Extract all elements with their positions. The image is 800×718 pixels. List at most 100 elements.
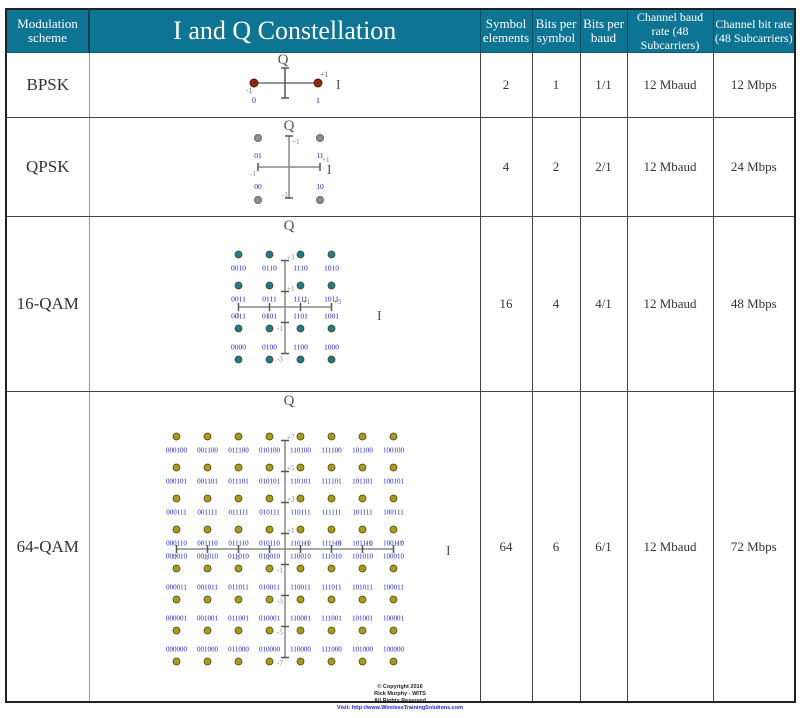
svg-text:-1: -1 [277,325,283,333]
svg-text:000101: 000101 [166,478,188,486]
scheme-name: 16-QAM [5,216,90,392]
svg-text:100101: 100101 [383,478,405,486]
qam16-diagram: Q I +3 -3 +1 -1 -1 +1 -3 +3 0010 0110 1110 1010 0011… [231,218,382,364]
svg-text:-1: -1 [264,554,270,562]
svg-text:+5: +5 [364,540,372,548]
header-title: I and Q Constellation [88,8,481,53]
i-axis-label: I [377,309,382,324]
svg-text:010100: 010100 [259,447,281,455]
bits-per-baud: 4/1 [579,216,628,392]
bits-per-symbol: 6 [531,391,581,703]
svg-text:110000: 110000 [290,646,311,654]
svg-text:1001: 1001 [324,312,339,321]
svg-text:101000: 101000 [352,646,374,654]
svg-text:001010: 001010 [197,553,219,561]
copyright-text: © Copyright 2016 [377,684,423,690]
tick-label: +1 [322,156,330,164]
svg-text:010010: 010010 [259,553,281,561]
svg-text:111110: 111110 [321,540,341,548]
baud-rate: 12 Mbaud [626,216,714,392]
q-axis-label: Q [283,393,294,409]
scheme-name: 64-QAM [5,391,90,703]
copyright-footer: © Copyright 2016 Rick Murphy - WITS All … [0,684,800,712]
i-axis-label: I [327,163,332,178]
author-text: Rick Murphy - WITS [374,691,426,697]
svg-text:000011: 000011 [166,584,187,592]
svg-text:001011: 001011 [197,584,218,592]
svg-text:+1: +1 [287,527,295,535]
tick-label: +1 [320,70,329,79]
svg-text:010001: 010001 [259,615,281,623]
qam64-points: +7 -7 +5 -5 +3 -3 +1 -1 -1 +1 -3 +3 -5 +5 -7 +7 000100 00… [166,432,405,668]
constellation-point [315,134,324,142]
svg-text:0111: 0111 [262,295,277,304]
svg-text:101001: 101001 [352,615,374,623]
svg-text:-5: -5 [277,629,283,637]
svg-text:110110: 110110 [290,540,311,548]
scheme-name: BPSK [5,52,90,118]
tick-label: +1 [292,138,300,146]
svg-text:-3: -3 [277,598,283,606]
svg-text:0010: 0010 [231,264,246,273]
bit-rate: 24 Mbps [712,117,796,217]
modulation-table: Modulation scheme I and Q Constellation … [5,8,796,703]
svg-text:110101: 110101 [290,478,311,486]
constellation-point [253,134,262,142]
svg-text:110010: 110010 [290,553,311,561]
bit-rate: 12 Mbps [712,52,796,118]
svg-text:111001: 111001 [321,615,342,623]
header-channel-bit-rate: Channel bit rate (48 Subcarriers) [712,8,796,53]
header-bits-per-symbol: Bits per symbol [531,8,581,53]
svg-text:+7: +7 [287,434,295,442]
svg-text:0000: 0000 [231,343,246,352]
svg-text:100010: 100010 [383,553,405,561]
table-row-64qam: 64-QAM Q I +7 -7 +5 -5 +3 -3 +1 -1 -1 +1 -3 +3 -5 +5 -… [5,391,796,703]
svg-text:101111: 101111 [352,509,373,517]
svg-text:011100: 011100 [228,447,249,455]
svg-text:110001: 110001 [290,615,311,623]
svg-text:001110: 001110 [197,540,218,548]
i-axis-label: I [336,78,341,93]
header-symbol-elements: Symbol elements [479,8,533,53]
symbol-label: 11 [316,151,323,160]
svg-text:110111: 110111 [290,509,311,517]
rights-text: All Rights Reserved [374,698,426,704]
svg-text:001001: 001001 [197,615,219,623]
svg-text:000110: 000110 [166,540,187,548]
svg-text:-3: -3 [233,554,239,562]
bits-per-symbol: 2 [531,117,581,217]
symbol-elements: 16 [479,216,533,392]
svg-text:111010: 111010 [321,553,342,561]
scheme-name: QPSK [5,117,90,217]
bits-per-baud: 1/1 [579,52,628,118]
svg-text:+3: +3 [287,496,295,504]
website-link[interactable]: Visit: http://www.WirelessTrainingSoluti… [336,705,464,711]
qam16-points: +3 -3 +1 -1 -1 +1 -3 +3 0010 0110 1110 1010 0011 0111… [231,250,341,364]
qam64-constellation: Q I +7 -7 +5 -5 +3 -3 +1 -1 -1 +1 -3 +3 -5 +5 -7 +7 0001… [88,391,481,703]
svg-text:1010: 1010 [324,264,339,273]
svg-text:100111: 100111 [383,509,404,517]
table-row-16qam: 16-QAM Q I +3 -3 +1 -1 -1 +1 -3 +3 0010 0110 1110 1… [5,216,796,392]
svg-text:100011: 100011 [383,584,404,592]
constellation-point [253,196,262,204]
svg-text:111100: 111100 [321,447,342,455]
bits-per-baud: 2/1 [579,117,628,217]
symbol-label: 01 [254,151,262,160]
svg-text:001100: 001100 [197,447,218,455]
tick-label: -1 [250,170,256,178]
constellation-point [313,78,322,88]
q-axis-label: Q [283,218,294,234]
svg-text:-7: -7 [277,660,283,668]
svg-text:1011: 1011 [324,295,339,304]
svg-text:000010: 000010 [166,553,188,561]
svg-text:010111: 010111 [259,509,280,517]
svg-text:010101: 010101 [259,478,281,486]
svg-text:100001: 100001 [383,615,405,623]
svg-text:+3: +3 [287,254,295,262]
q-axis-label: Q [277,53,288,68]
svg-text:+7: +7 [395,540,403,548]
svg-text:101110: 101110 [352,540,373,548]
svg-text:1100: 1100 [293,343,308,352]
header-bits-per-baud: Bits per baud [579,8,628,53]
svg-text:011010: 011010 [228,553,249,561]
